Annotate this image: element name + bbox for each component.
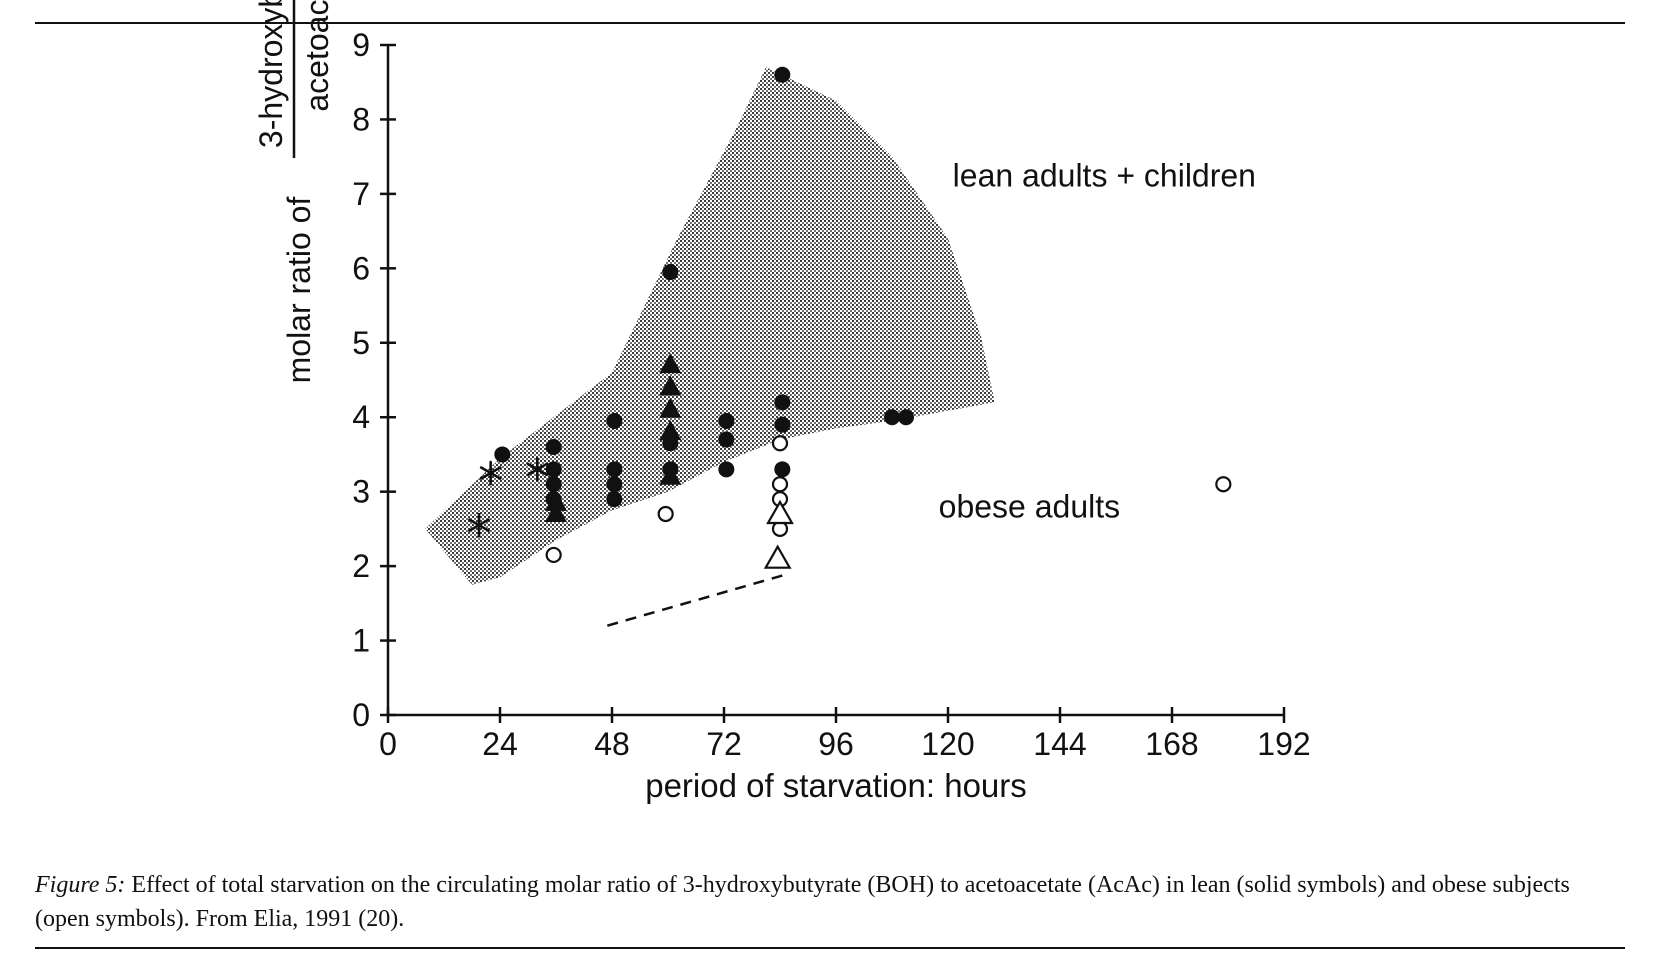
x-axis-label: period of starvation: hours	[645, 767, 1027, 804]
obese-point-circle	[771, 476, 789, 493]
lean-point-circle	[606, 491, 623, 508]
x-tick-label: 48	[594, 726, 630, 762]
y-tick-label: 2	[352, 548, 370, 584]
lean-point-triangle	[659, 397, 682, 418]
lean-point-circle	[545, 461, 562, 478]
scatter-chart: 0 1 2 3 4 5 6 7 8 9 0 24 48 72 96 120 144 168 192 period of…	[253, 0, 1311, 804]
lean-point-circle	[898, 409, 914, 426]
obese-point-triangle	[766, 499, 794, 525]
obese-point-circle	[545, 546, 562, 564]
lean-point-triangle	[659, 375, 682, 396]
lean-point-circle	[606, 461, 623, 478]
obese-point-circle	[1215, 476, 1232, 493]
top-rule	[35, 22, 1625, 24]
y-tick-label: 6	[352, 250, 370, 286]
y-axis-label-numerator: 3-hydroxybutyrate	[253, 0, 289, 148]
asterisk-stroke	[468, 518, 490, 532]
y-tick-label: 7	[352, 176, 370, 212]
lean-point-triangle	[545, 490, 567, 511]
lean-point-circle	[718, 412, 735, 429]
lean-point-circle	[606, 412, 623, 429]
y-tick-label: 9	[352, 27, 370, 63]
obese-trend-dashed-line	[606, 572, 790, 627]
lean-point-triangle	[659, 353, 682, 374]
x-tick-label: 192	[1257, 726, 1310, 762]
lean-point-circle	[545, 476, 562, 493]
annotation-lean-adults-children: lean adults + children	[953, 157, 1256, 193]
obese-point-circle	[657, 505, 674, 523]
y-tick-label: 3	[352, 474, 370, 510]
lean-point-circle	[884, 409, 900, 426]
y-tick-label: 4	[352, 399, 370, 435]
x-tick-label: 0	[379, 726, 397, 762]
lean-region-shading	[425, 67, 995, 585]
lean-point-circle	[774, 416, 791, 433]
annotation-obese-adults: obese adults	[939, 489, 1120, 525]
lean-point-asterisk	[468, 512, 490, 538]
lean-point-circle	[494, 446, 511, 463]
lean-point-triangle	[659, 464, 682, 485]
y-tick-label: 1	[352, 623, 370, 659]
lean-point-circle	[774, 461, 791, 478]
lean-point-circle	[662, 264, 679, 281]
caption-figure-label: Figure 5:	[35, 872, 126, 898]
x-tick-label: 144	[1033, 726, 1086, 762]
x-tick-label: 24	[482, 726, 518, 762]
y-axis-label-prefix: molar ratio of	[281, 197, 317, 384]
lean-point-asterisk	[526, 457, 549, 482]
x-tick-label: 120	[921, 726, 974, 762]
x-tick-label: 72	[706, 726, 742, 762]
lean-point-circle	[718, 431, 735, 448]
caption-text: Effect of total starvation on the circul…	[35, 872, 1570, 932]
y-tick-label: 0	[352, 697, 370, 733]
lean-point-circle	[606, 476, 623, 493]
y-axis-label-denominator: acetoacetate	[299, 0, 335, 112]
lean-point-asterisk	[479, 460, 502, 486]
y-tick-label: 8	[352, 101, 370, 137]
lean-point-circle	[774, 66, 791, 83]
y-tick-label: 5	[352, 325, 370, 361]
lean-point-circle	[718, 461, 735, 478]
figure-caption: Figure 5: Effect of total starvation on …	[35, 868, 1625, 936]
lean-point-triangle	[545, 502, 567, 522]
obese-point-circle	[771, 435, 789, 452]
lean-point-circle	[545, 439, 562, 455]
x-tick-label: 96	[818, 726, 854, 762]
lean-point-circle	[774, 394, 791, 411]
lean-point-triangle	[659, 420, 682, 441]
obese-point-triangle	[763, 544, 792, 569]
asterisk-stroke	[479, 466, 502, 480]
asterisk-stroke	[526, 462, 549, 477]
y-axis-label: molar ratio of 3-hydroxybutyrate acetoacet…	[253, 0, 335, 383]
x-tick-label: 168	[1145, 726, 1198, 762]
bottom-rule	[35, 947, 1625, 949]
